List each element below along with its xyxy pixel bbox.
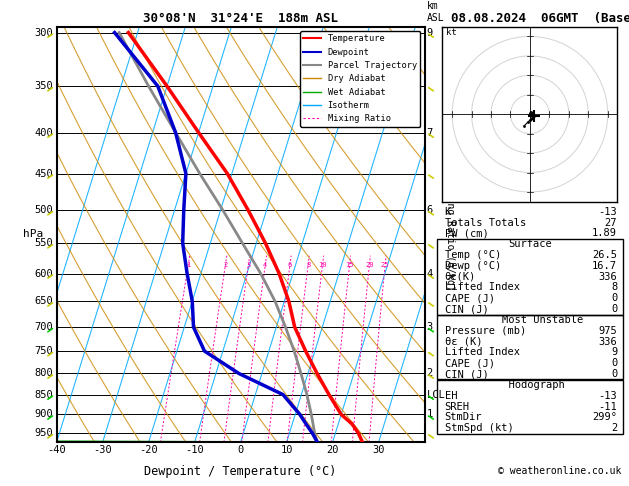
Text: 6: 6 — [426, 205, 433, 215]
Text: Most Unstable: Most Unstable — [477, 315, 583, 325]
Text: 0: 0 — [611, 369, 617, 379]
Text: 2: 2 — [223, 261, 228, 268]
Text: 15: 15 — [345, 261, 354, 268]
Text: -10: -10 — [185, 445, 204, 455]
Text: 600: 600 — [34, 268, 53, 278]
Text: 30°08'N  31°24'E  188m ASL: 30°08'N 31°24'E 188m ASL — [143, 12, 338, 25]
Text: 3: 3 — [426, 322, 433, 332]
Text: 1: 1 — [426, 409, 433, 419]
Text: 0: 0 — [238, 445, 243, 455]
Text: 0: 0 — [611, 358, 617, 368]
Text: 950: 950 — [34, 428, 53, 438]
Text: Temp (°C): Temp (°C) — [445, 250, 501, 260]
Text: 2: 2 — [426, 368, 433, 379]
Text: PW (cm): PW (cm) — [445, 228, 488, 238]
Text: -20: -20 — [139, 445, 158, 455]
Text: kt: kt — [447, 28, 457, 36]
Text: Dewp (°C): Dewp (°C) — [445, 261, 501, 271]
Text: -13: -13 — [598, 207, 617, 217]
Bar — [437, 380, 623, 434]
Text: 850: 850 — [34, 390, 53, 399]
Text: 7: 7 — [426, 127, 433, 138]
Bar — [437, 239, 623, 314]
Text: 0: 0 — [611, 293, 617, 303]
Bar — [437, 315, 623, 380]
Text: CAPE (J): CAPE (J) — [445, 358, 494, 368]
Text: 10: 10 — [318, 261, 327, 268]
Text: 08.08.2024  06GMT  (Base: 18): 08.08.2024 06GMT (Base: 18) — [451, 12, 629, 25]
Text: Lifted Index: Lifted Index — [445, 347, 520, 357]
Text: 3: 3 — [247, 261, 250, 268]
Text: 1.89: 1.89 — [592, 228, 617, 238]
Text: -40: -40 — [47, 445, 66, 455]
Text: 4: 4 — [263, 261, 267, 268]
Text: hPa: hPa — [23, 229, 43, 240]
Text: 2: 2 — [611, 423, 617, 433]
Text: CAPE (J): CAPE (J) — [445, 293, 494, 303]
Text: 20: 20 — [326, 445, 339, 455]
Text: Dewpoint / Temperature (°C): Dewpoint / Temperature (°C) — [145, 465, 337, 478]
Text: 975: 975 — [598, 326, 617, 336]
Text: EH: EH — [445, 391, 457, 401]
Text: 10: 10 — [281, 445, 293, 455]
Text: © weatheronline.co.uk: © weatheronline.co.uk — [498, 466, 621, 476]
Legend: Temperature, Dewpoint, Parcel Trajectory, Dry Adiabat, Wet Adiabat, Isotherm, Mi: Temperature, Dewpoint, Parcel Trajectory… — [300, 31, 420, 127]
Text: 1: 1 — [186, 261, 191, 268]
Text: 650: 650 — [34, 296, 53, 306]
Text: Surface: Surface — [508, 239, 552, 249]
Text: 4: 4 — [426, 268, 433, 278]
Text: 6: 6 — [288, 261, 292, 268]
Text: 550: 550 — [34, 238, 53, 248]
Text: 336: 336 — [598, 272, 617, 282]
Text: θε (K): θε (K) — [445, 337, 482, 347]
Text: 400: 400 — [34, 127, 53, 138]
Text: CIN (J): CIN (J) — [445, 369, 488, 379]
Text: StmDir: StmDir — [445, 412, 482, 422]
Text: K: K — [445, 207, 451, 217]
Text: 300: 300 — [34, 28, 53, 37]
Text: 26.5: 26.5 — [592, 250, 617, 260]
Text: Hodograph: Hodograph — [496, 380, 564, 390]
Text: 336: 336 — [598, 337, 617, 347]
Text: CIN (J): CIN (J) — [445, 304, 488, 314]
Text: Totals Totals: Totals Totals — [445, 218, 526, 227]
Text: 9: 9 — [611, 347, 617, 357]
Text: 750: 750 — [34, 346, 53, 356]
Text: 8: 8 — [306, 261, 310, 268]
Text: 9: 9 — [426, 28, 433, 37]
Text: 700: 700 — [34, 322, 53, 332]
Text: Pressure (mb): Pressure (mb) — [445, 326, 526, 336]
Text: θε(K): θε(K) — [445, 272, 476, 282]
Text: km
ASL: km ASL — [426, 1, 444, 22]
Text: 450: 450 — [34, 169, 53, 178]
Text: Mixing Ratio (g/kg): Mixing Ratio (g/kg) — [445, 179, 455, 290]
Text: 800: 800 — [34, 368, 53, 379]
Text: 27: 27 — [604, 218, 617, 227]
Text: -30: -30 — [93, 445, 112, 455]
Text: -13: -13 — [598, 391, 617, 401]
Text: StmSpd (kt): StmSpd (kt) — [445, 423, 513, 433]
Text: 350: 350 — [34, 81, 53, 91]
Text: LCL: LCL — [426, 390, 445, 399]
Text: 30: 30 — [372, 445, 385, 455]
Text: 299°: 299° — [592, 412, 617, 422]
Text: 500: 500 — [34, 205, 53, 215]
Text: 0: 0 — [611, 304, 617, 314]
Text: 8: 8 — [611, 282, 617, 293]
Text: 16.7: 16.7 — [592, 261, 617, 271]
Text: 900: 900 — [34, 409, 53, 419]
Text: 20: 20 — [365, 261, 374, 268]
Text: 25: 25 — [381, 261, 389, 268]
Text: Lifted Index: Lifted Index — [445, 282, 520, 293]
Text: SREH: SREH — [445, 401, 470, 412]
Text: -11: -11 — [598, 401, 617, 412]
